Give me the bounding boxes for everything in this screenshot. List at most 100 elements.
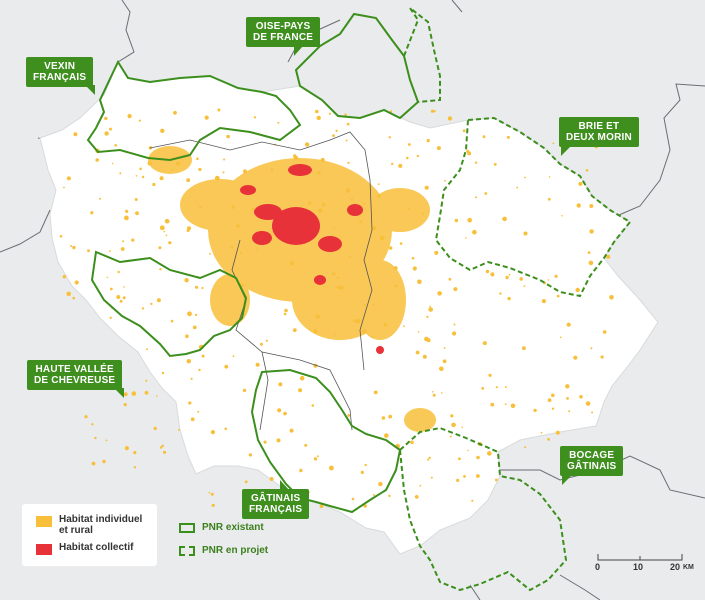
habitat-speck [559, 336, 562, 339]
habitat-speck [554, 274, 558, 278]
habitat-speck [188, 401, 192, 405]
habitat-speck [442, 359, 447, 364]
habitat-speck [335, 129, 338, 132]
habitat-speck [363, 504, 368, 508]
habitat-speck [429, 305, 431, 308]
habitat-speck [452, 331, 457, 336]
habitat-speck [210, 430, 215, 435]
habitat-speck [443, 347, 446, 349]
habitat-speck [351, 497, 355, 501]
habitat-speck [298, 388, 303, 393]
habitat-speck [134, 198, 138, 201]
habitat-speck [315, 314, 320, 319]
habitat-speck [600, 355, 604, 359]
habitat-speck [566, 322, 571, 327]
habitat-speck [384, 433, 389, 438]
habitat-speck [120, 247, 125, 251]
habitat-speck [506, 135, 510, 139]
habitat-speck [578, 181, 583, 186]
habitat-speck [226, 134, 230, 139]
habitat-speck [328, 112, 332, 115]
habitat-speck [111, 162, 114, 165]
habitat-speck [59, 235, 63, 238]
habitat-speck [63, 186, 65, 189]
habitat-speck [591, 411, 594, 414]
habitat-speck [336, 285, 340, 289]
pnr-en-projet-outlines [398, 7, 632, 592]
habitat-speck [160, 128, 165, 133]
habitat-speck [161, 371, 165, 375]
habitat-speck [406, 156, 409, 160]
habitat-speck [123, 286, 125, 288]
habitat-speck [236, 224, 240, 228]
habitat-speck [573, 355, 578, 360]
habitat-speck [138, 119, 141, 122]
habitat-speck [299, 375, 305, 381]
habitat-speck [388, 494, 391, 498]
habitat-speck [493, 163, 497, 166]
habitat-speck [131, 238, 135, 242]
habitat-speck [198, 368, 201, 372]
habitat-speck [416, 154, 419, 158]
legend-habitat: Habitat individuel et rural Habitat coll… [22, 504, 157, 566]
habitat-speck [485, 269, 490, 274]
habitat-speck [109, 316, 112, 319]
habitat-speck [70, 245, 72, 247]
habitat-speck [98, 197, 101, 200]
habitat-speck [388, 414, 393, 419]
habitat-speck [320, 157, 325, 163]
habitat-speck [62, 275, 66, 279]
habitat-speck [231, 205, 235, 209]
habitat-speck [73, 132, 78, 137]
habitat-speck [566, 397, 569, 400]
habitat-speck [260, 342, 263, 346]
habitat-speck [165, 234, 168, 237]
habitat-speck [456, 478, 460, 482]
habitat-speck [508, 273, 511, 276]
habitat-speck [144, 390, 149, 395]
habitat-speck [345, 188, 351, 193]
habitat-speck [135, 211, 139, 216]
habitat-individuel-scatter [59, 108, 614, 509]
habitat-speck [383, 323, 388, 327]
habitat-speck [399, 242, 403, 245]
habitat-speck [606, 254, 611, 259]
habitat-speck [170, 319, 174, 323]
habitat-speck [490, 272, 495, 277]
habitat-speck [150, 302, 153, 306]
legend-item-pnr-projet: PNR en projet [179, 545, 268, 556]
habitat-speck [321, 202, 326, 207]
habitat-speck [230, 246, 234, 249]
habitat-speck [123, 392, 128, 397]
habitat-speck [533, 408, 537, 413]
habitat-speck [388, 136, 391, 139]
habitat-speck [91, 461, 96, 466]
habitat-speck [505, 275, 509, 280]
habitat-speck [437, 291, 442, 296]
habitat-speck [346, 122, 350, 126]
habitat-speck [248, 453, 253, 457]
habitat-speck [316, 455, 319, 458]
habitat-speck [590, 347, 593, 350]
habitat-speck [208, 491, 211, 494]
habitat-speck [146, 348, 148, 351]
habitat-speck [547, 438, 550, 441]
habitat-speck [588, 260, 594, 266]
legend-label-pnr-projet: PNR en projet [202, 545, 269, 556]
habitat-speck [412, 266, 417, 271]
habitat-speck [575, 287, 580, 293]
habitat-speck [381, 416, 386, 420]
habitat-speck [471, 499, 474, 502]
habitat-speck [609, 295, 614, 300]
habitat-speck [587, 251, 591, 255]
habitat-speck [304, 142, 310, 147]
habitat-speck [186, 178, 191, 183]
swatch-pnr-existant [179, 522, 195, 533]
habitat-speck [547, 398, 552, 402]
habitat-speck [339, 285, 344, 290]
habitat-speck [72, 245, 76, 250]
habitat-speck [122, 240, 125, 243]
habitat-speck [133, 451, 137, 455]
habitat-speck [345, 139, 348, 142]
